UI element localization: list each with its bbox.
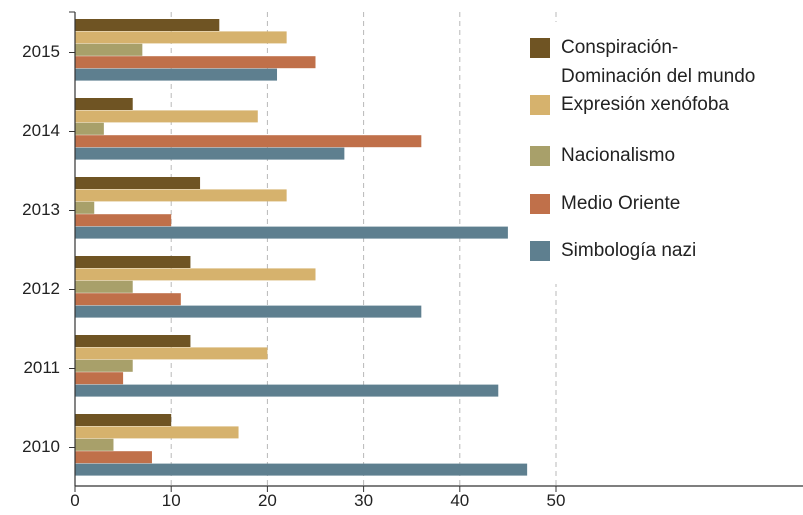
- bar-2014-3: [75, 122, 104, 135]
- legend-swatch-1: [530, 38, 550, 58]
- bar-2014-5: [75, 147, 345, 160]
- bar-2011-5: [75, 384, 499, 397]
- x-tick-label: 50: [547, 491, 566, 510]
- legend-swatch-3: [530, 146, 550, 166]
- y-tick-label: 2012: [22, 279, 60, 298]
- legend-label-3: Nacionalismo: [561, 145, 675, 166]
- bar-2010-5: [75, 463, 528, 476]
- bar-2010-2: [75, 426, 239, 439]
- bar-2014-2: [75, 110, 258, 123]
- bar-2010-1: [75, 414, 172, 426]
- legend-swatch-5: [530, 241, 550, 261]
- legend-label-1: Dominación del mundo: [561, 66, 755, 87]
- bar-2013-1: [75, 177, 201, 189]
- legend-label-1: Conspiración-: [561, 37, 678, 58]
- x-tick-label: 10: [162, 491, 181, 510]
- legend-swatch-2: [530, 95, 550, 115]
- bar-2011-2: [75, 347, 268, 360]
- x-tick-label: 40: [450, 491, 469, 510]
- legend-label-2: Expresión xenófoba: [561, 94, 729, 115]
- bar-2013-5: [75, 226, 508, 239]
- x-tick-label: 20: [258, 491, 277, 510]
- bar-2015-5: [75, 68, 278, 81]
- bar-2013-3: [75, 201, 95, 214]
- bar-2012-3: [75, 280, 133, 293]
- y-tick-label: 2014: [22, 121, 60, 140]
- bar-2011-1: [75, 335, 191, 347]
- legend-background: [515, 22, 803, 284]
- y-tick-label: 2015: [22, 42, 60, 61]
- bar-2011-4: [75, 372, 124, 385]
- bar-2014-4: [75, 135, 422, 148]
- bar-2015-3: [75, 43, 143, 56]
- bar-2013-4: [75, 214, 172, 227]
- bar-2010-3: [75, 438, 114, 451]
- bar-2012-5: [75, 305, 422, 318]
- bar-2014-1: [75, 98, 133, 110]
- legend-swatch-4: [530, 194, 550, 214]
- y-tick-label: 2010: [22, 437, 60, 456]
- legend-label-5: Simbología nazi: [561, 240, 696, 261]
- bar-2015-1: [75, 19, 220, 31]
- legend-label-4: Medio Oriente: [561, 193, 680, 214]
- bar-2012-4: [75, 293, 181, 306]
- bar-2013-2: [75, 189, 287, 202]
- bar-2012-2: [75, 268, 316, 281]
- y-tick-label: 2013: [22, 200, 60, 219]
- bar-2012-1: [75, 256, 191, 268]
- bar-2010-4: [75, 451, 152, 464]
- bar-2015-4: [75, 56, 316, 69]
- bar-2011-3: [75, 359, 133, 372]
- y-tick-label: 2011: [23, 358, 60, 377]
- x-tick-label: 0: [70, 491, 79, 510]
- bar-2015-2: [75, 31, 287, 44]
- x-tick-label: 30: [354, 491, 373, 510]
